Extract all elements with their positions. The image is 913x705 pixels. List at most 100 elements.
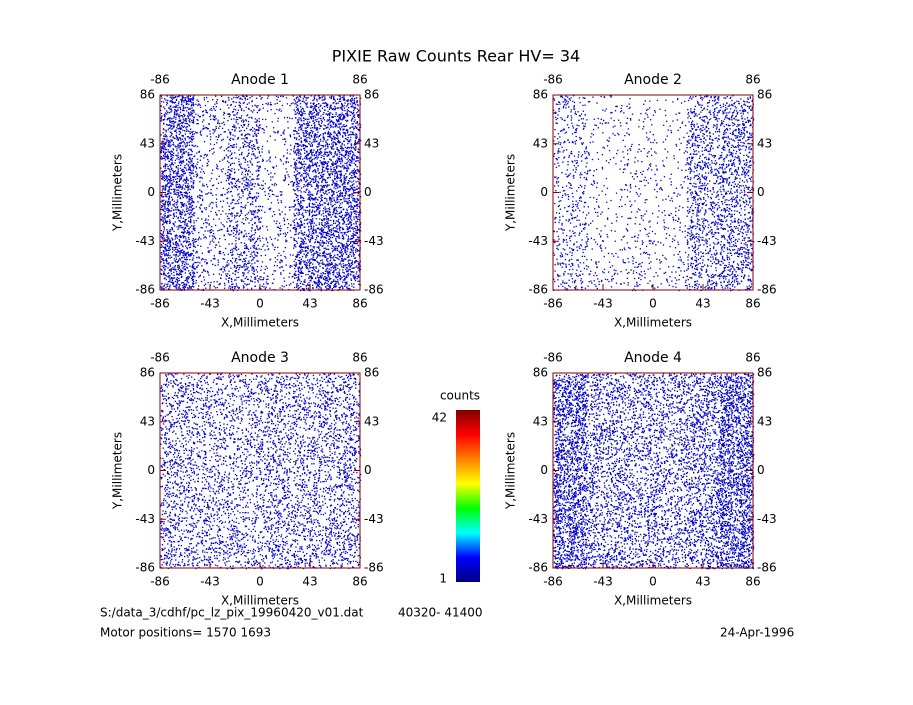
dot — [245, 119, 246, 120]
dot — [175, 129, 176, 130]
dot — [320, 118, 321, 119]
dot — [178, 139, 179, 140]
dot — [189, 115, 190, 116]
dot — [251, 118, 252, 119]
dot — [306, 123, 307, 124]
dot — [304, 102, 305, 103]
dot — [182, 122, 183, 123]
dot — [335, 100, 336, 101]
dot — [171, 158, 172, 159]
dot — [186, 104, 187, 105]
dot — [163, 128, 164, 129]
dot — [307, 125, 308, 126]
dot — [167, 151, 168, 152]
dot — [190, 133, 191, 134]
dot — [236, 144, 237, 145]
density-cell — [160, 128, 195, 162]
dot — [313, 139, 314, 140]
dot — [314, 158, 315, 159]
dot — [169, 128, 170, 129]
dot — [289, 105, 290, 106]
dot — [241, 115, 242, 116]
dot — [203, 119, 204, 120]
dot — [340, 119, 341, 120]
dot — [333, 116, 334, 117]
dot — [288, 127, 289, 128]
dot — [298, 129, 299, 130]
dot — [301, 120, 302, 121]
dot — [257, 120, 258, 121]
dot — [309, 135, 310, 136]
dot — [319, 143, 320, 144]
dot — [184, 142, 185, 143]
dot — [187, 145, 188, 146]
dot — [236, 113, 237, 114]
dot — [242, 142, 243, 143]
dot — [330, 125, 331, 126]
dot — [330, 105, 331, 106]
dot — [214, 129, 215, 130]
dot — [193, 102, 194, 103]
dot — [185, 123, 186, 124]
dot — [163, 101, 164, 102]
dot — [214, 131, 215, 132]
dot — [165, 153, 166, 154]
dot — [352, 100, 353, 101]
dot — [253, 110, 254, 111]
dot — [316, 106, 317, 107]
dot — [161, 118, 162, 119]
dot — [293, 134, 294, 135]
dot — [212, 99, 213, 100]
dot — [167, 158, 168, 159]
dot — [231, 152, 232, 153]
dot — [177, 107, 178, 108]
dot — [191, 142, 192, 143]
dot — [175, 119, 176, 120]
dot — [218, 128, 219, 129]
dot — [176, 135, 177, 136]
dot — [166, 149, 167, 150]
dot — [222, 159, 223, 160]
dot — [245, 137, 246, 138]
dot — [341, 107, 342, 108]
dot — [163, 138, 164, 139]
dot — [339, 96, 340, 97]
dot — [179, 120, 180, 121]
dot — [277, 103, 278, 104]
dot — [170, 111, 171, 112]
dot — [233, 97, 234, 98]
dot — [206, 127, 207, 128]
dot — [224, 158, 225, 159]
dot — [177, 96, 178, 97]
dot — [324, 109, 325, 110]
dot — [192, 100, 193, 101]
dot — [259, 96, 260, 97]
dot — [350, 151, 351, 152]
dot — [333, 148, 334, 149]
dot — [216, 128, 217, 129]
dot — [183, 108, 184, 109]
dot — [229, 132, 230, 133]
dot — [348, 155, 349, 156]
dot — [238, 149, 239, 150]
dot — [301, 124, 302, 125]
dot — [300, 106, 301, 107]
dot — [178, 147, 179, 148]
dot — [249, 153, 250, 154]
dot — [325, 154, 326, 155]
dot — [316, 134, 317, 135]
dot — [324, 103, 325, 104]
dot — [233, 126, 234, 127]
dot — [182, 98, 183, 99]
dot — [250, 140, 251, 141]
dot — [287, 121, 288, 122]
dot — [168, 144, 169, 145]
dot — [304, 95, 305, 96]
dot — [181, 154, 182, 155]
dot — [178, 159, 179, 160]
dot — [185, 133, 186, 134]
dot — [189, 121, 190, 122]
dot — [170, 145, 171, 146]
dot — [347, 120, 348, 121]
density-cell — [327, 95, 362, 128]
